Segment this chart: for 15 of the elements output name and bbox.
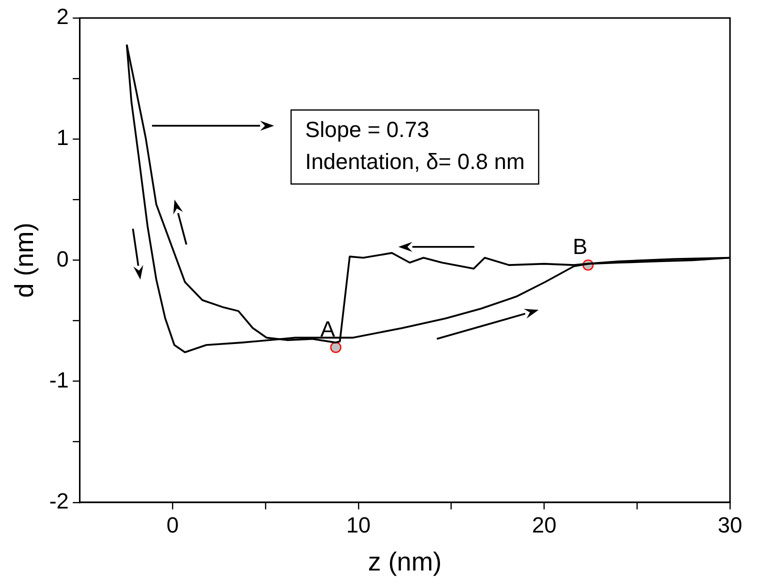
annotation: A: [320, 316, 336, 342]
x-tick-label: 10: [346, 512, 371, 538]
y-axis-title: d (nm): [8, 222, 39, 298]
x-tick-label: 20: [532, 512, 556, 538]
y-tick-label: -1: [49, 367, 69, 392]
annotation: Indentation, δ= 0.8 nm: [305, 149, 525, 174]
annotation: Slope = 0.73: [305, 117, 430, 142]
y-tick-label: 0: [56, 246, 69, 272]
x-tick-label: 0: [166, 512, 179, 538]
y-tick-label: 1: [56, 125, 69, 150]
y-tick-label: -2: [49, 488, 69, 514]
annotation: B: [572, 234, 588, 260]
x-tick-label: 30: [718, 512, 742, 538]
y-tick-label: 2: [56, 4, 69, 30]
x-axis-title: z (nm): [368, 546, 442, 577]
